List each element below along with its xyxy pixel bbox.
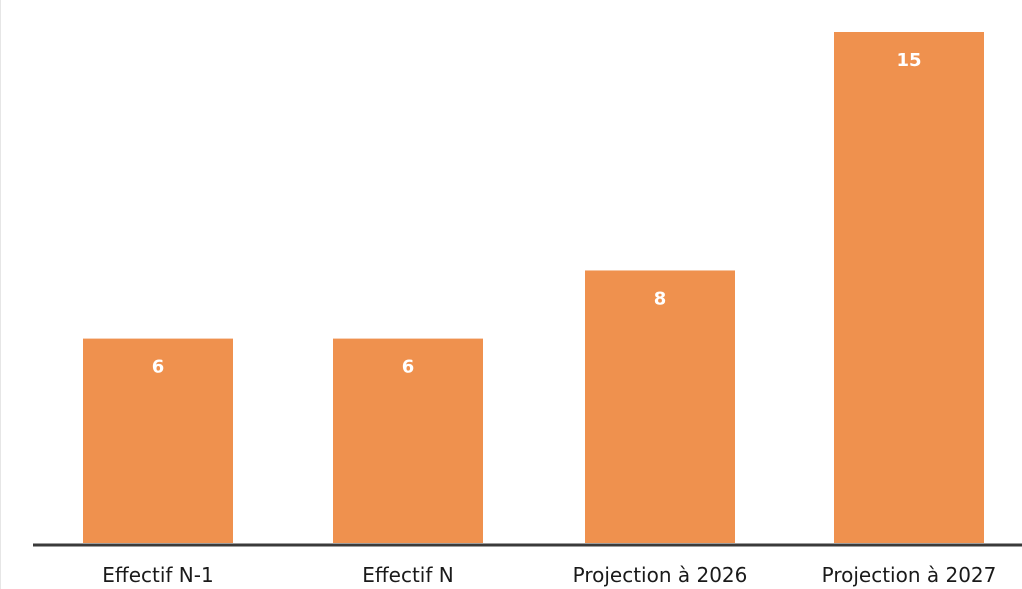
bars-group [83, 32, 984, 543]
value-labels-group: 6 6 8 15 [152, 50, 922, 378]
bar-3 [585, 270, 735, 543]
bar-value-label-2: 6 [402, 357, 415, 378]
category-label-1: Effectif N-1 [102, 563, 213, 587]
category-label-2: Effectif N [362, 563, 453, 587]
category-label-4: Projection à 2027 [822, 563, 997, 587]
bar-2 [333, 338, 483, 543]
bar-value-label-1: 6 [152, 357, 165, 378]
category-labels-group: Effectif N-1 Effectif N Projection à 2026 P… [102, 563, 996, 587]
bar-4 [834, 32, 984, 543]
bar-1 [83, 338, 233, 543]
bar-value-label-3: 8 [654, 288, 667, 309]
category-label-3: Projection à 2026 [573, 563, 748, 587]
left-border [0, 0, 1, 589]
bar-value-label-4: 15 [896, 50, 921, 71]
